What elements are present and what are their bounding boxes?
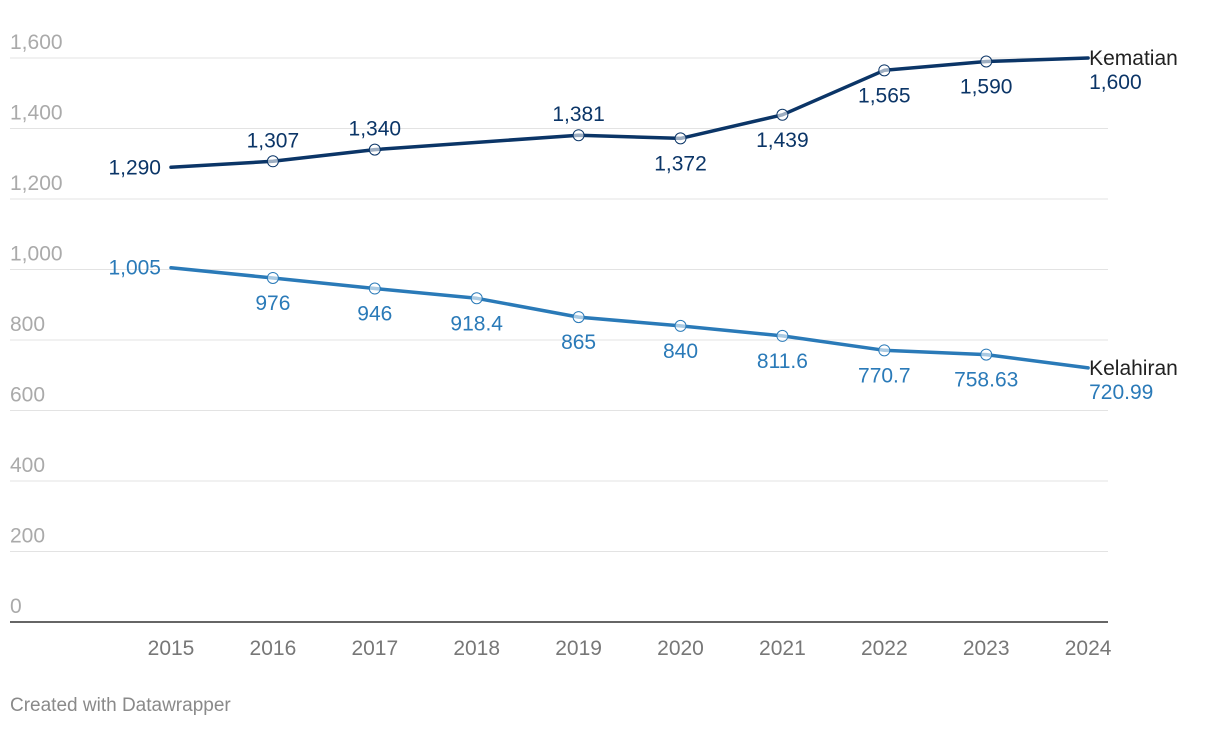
footer-credit: Created with Datawrapper	[10, 695, 231, 716]
series-name-kelahiran: Kelahiran	[1089, 357, 1178, 380]
point-kelahiran-2022	[878, 344, 891, 357]
point-kematian-2021	[776, 108, 789, 121]
x-tick-label-2018: 2018	[453, 637, 500, 660]
point-kematian-2023	[980, 55, 993, 68]
gridlines	[10, 57, 1108, 623]
point-kelahiran-2017	[368, 282, 381, 295]
data-label-kematian-2017: 1,340	[349, 118, 402, 141]
data-label-kematian-2016: 1,307	[247, 129, 300, 152]
y-tick-label-1400: 1,400	[10, 102, 63, 125]
data-label-kelahiran-2024: 720.99	[1089, 381, 1153, 404]
x-tick-label-2023: 2023	[963, 637, 1010, 660]
point-kelahiran-2021	[776, 329, 789, 342]
y-axis: 0 200 400 600 800 1,000 1,200 1,400 1,600	[10, 31, 63, 618]
y-tick-label-1600: 1,600	[10, 31, 63, 54]
series-group: 1,290 1,307 1,340 1,381 1,372 1,439 1,565 1,590…	[108, 47, 1177, 404]
data-label-kelahiran-2018: 918.4	[450, 312, 503, 335]
data-label-kematian-2020: 1,372	[654, 152, 707, 175]
series-line-kematian	[169, 56, 1090, 170]
y-tick-label-1000: 1,000	[10, 243, 63, 266]
data-label-kelahiran-2017: 946	[357, 303, 392, 326]
y-tick-label-600: 600	[10, 384, 45, 407]
point-kelahiran-2018	[470, 292, 483, 305]
x-tick-label-2016: 2016	[250, 637, 297, 660]
x-tick-label-2015: 2015	[148, 637, 195, 660]
data-label-kematian-2024: 1,600	[1089, 71, 1142, 94]
data-label-kematian-2022: 1,565	[858, 84, 911, 107]
series-name-kematian: Kematian	[1089, 47, 1178, 70]
x-tick-label-2020: 2020	[657, 637, 704, 660]
y-tick-label-800: 800	[10, 313, 45, 336]
data-label-kelahiran-2021: 811.6	[757, 350, 808, 373]
x-tick-label-2024: 2024	[1065, 637, 1112, 660]
point-kematian-2022	[878, 64, 891, 77]
data-label-kematian-2015: 1,290	[108, 156, 161, 179]
point-kematian-2020	[674, 132, 687, 145]
point-kelahiran-2019	[572, 311, 585, 324]
series-line-kelahiran	[169, 265, 1090, 370]
x-tick-label-2017: 2017	[351, 637, 398, 660]
y-tick-label-1200: 1,200	[10, 172, 63, 195]
data-label-kematian-2019: 1,381	[552, 103, 605, 126]
data-label-kelahiran-2020: 840	[663, 340, 698, 363]
data-label-kelahiran-2016: 976	[255, 292, 290, 315]
point-kelahiran-2023	[980, 348, 993, 361]
x-tick-label-2019: 2019	[555, 637, 602, 660]
point-kematian-2016	[266, 155, 279, 168]
y-tick-label-0: 0	[10, 595, 22, 618]
data-label-kematian-2023: 1,590	[960, 76, 1013, 99]
data-label-kematian-2021: 1,439	[756, 129, 809, 152]
y-tick-label-200: 200	[10, 525, 45, 548]
point-kematian-2019	[572, 129, 585, 142]
data-label-kelahiran-2022: 770.7	[858, 364, 911, 387]
point-kelahiran-2020	[674, 319, 687, 332]
y-tick-label-400: 400	[10, 454, 45, 477]
point-kelahiran-2016	[266, 271, 279, 284]
data-label-kelahiran-2015: 1,005	[108, 257, 161, 280]
x-axis: 2015 2016 2017 2018 2019 2020 2021 2022 2023 2024	[148, 637, 1112, 660]
data-label-kelahiran-2019: 865	[561, 331, 596, 354]
x-tick-label-2022: 2022	[861, 637, 908, 660]
point-kematian-2017	[368, 143, 381, 156]
data-label-kelahiran-2023: 758.63	[954, 369, 1018, 392]
x-tick-label-2021: 2021	[759, 637, 806, 660]
